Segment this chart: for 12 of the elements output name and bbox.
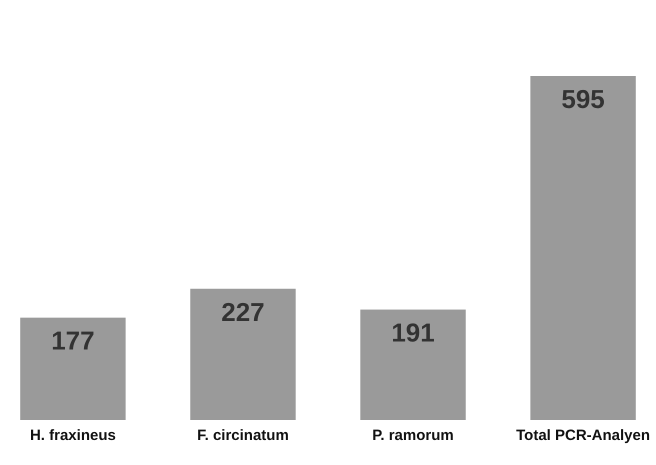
data-label: 191 bbox=[391, 318, 435, 348]
x-tick-label: P. ramorum bbox=[372, 427, 454, 444]
bar bbox=[190, 288, 296, 420]
bar bbox=[360, 310, 466, 420]
bar bbox=[530, 76, 636, 420]
x-tick-label: F. circinatum bbox=[197, 427, 289, 444]
data-label: 177 bbox=[51, 326, 95, 356]
x-tick-label: Total PCR-Analyen bbox=[516, 427, 650, 444]
data-label: 227 bbox=[221, 296, 265, 327]
data-label: 595 bbox=[561, 84, 605, 114]
bar bbox=[20, 318, 126, 420]
x-tick-label: H. fraxineus bbox=[30, 427, 116, 444]
